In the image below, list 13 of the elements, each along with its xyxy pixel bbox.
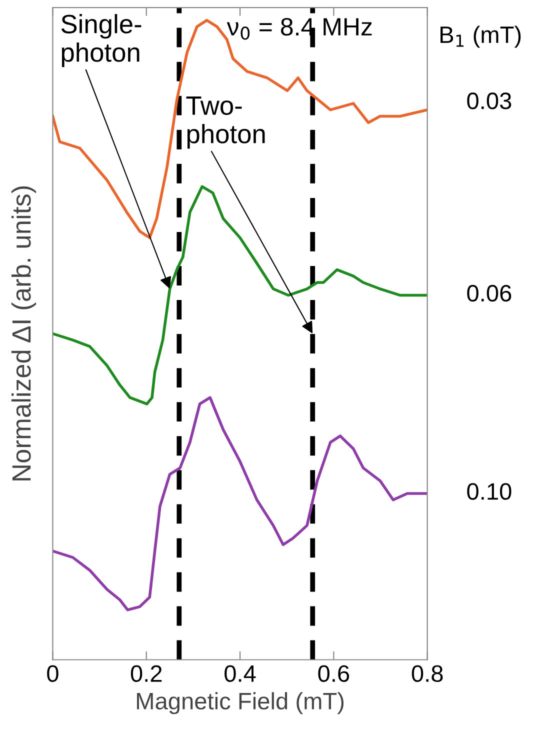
- annotation: Single- photon: [61, 14, 142, 68]
- x-tick-label: 0.6: [318, 665, 350, 682]
- x-tick-label: 0.2: [130, 665, 162, 682]
- x-tick-label: 0.4: [224, 665, 256, 682]
- series-label: 0.03: [467, 92, 512, 110]
- annotation: Two- photon: [186, 96, 265, 149]
- series-label: 0.10: [467, 483, 512, 500]
- x-tick-label: 0.8: [412, 665, 443, 682]
- y-axis-title: Normalized ΔI (arb. units): [11, 186, 36, 480]
- x-tick-label: 0: [47, 665, 58, 682]
- series-label: 0.06: [467, 284, 512, 302]
- x-axis-title: Magnetic Field (mT): [137, 692, 344, 714]
- legend-title: B$_{1}$ (mT): [440, 26, 521, 48]
